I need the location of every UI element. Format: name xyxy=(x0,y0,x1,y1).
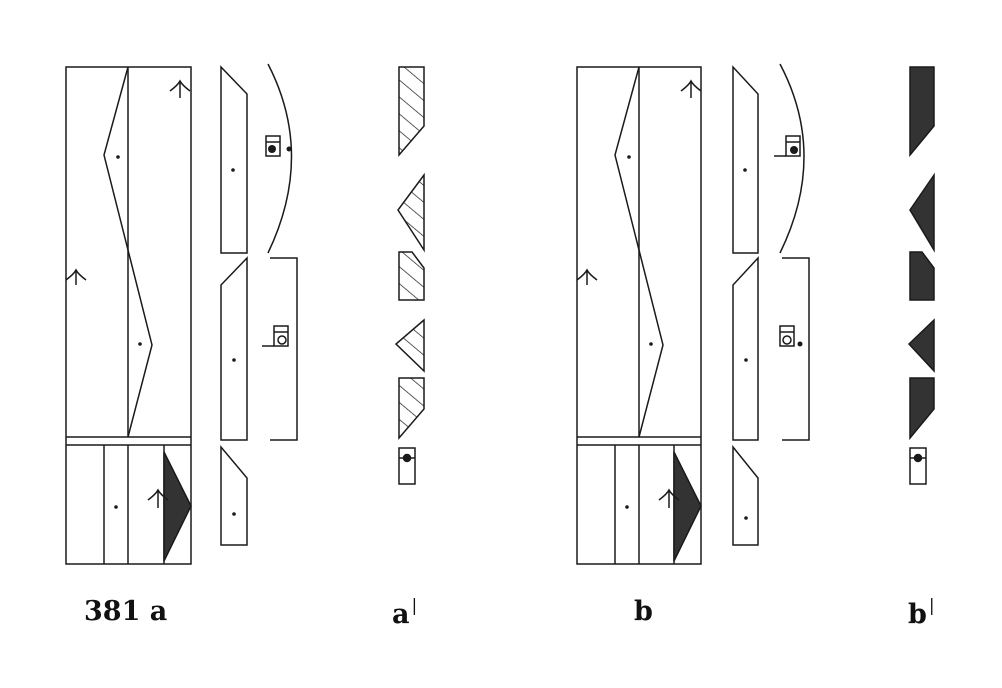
panel-b-prime-glyph xyxy=(909,447,927,485)
panel-381a-side xyxy=(220,63,298,546)
caption-a-prime-mark: | xyxy=(411,596,418,616)
panel-b-side-dots xyxy=(743,146,803,520)
caption-b-prime-text: b xyxy=(908,599,927,630)
caption-b-prime: b | xyxy=(908,596,935,630)
panel-b-prime-segments xyxy=(907,66,935,441)
panel-b-main xyxy=(576,66,702,565)
caption-b-text: b xyxy=(634,596,653,627)
caption-381a-text: 381 a xyxy=(84,596,168,627)
panel-a-prime-segments xyxy=(394,66,425,441)
caption-b: b xyxy=(634,596,653,627)
panel-381a-dots xyxy=(114,155,142,509)
panel-b-dots xyxy=(625,155,653,509)
caption-a-prime: a | xyxy=(392,596,417,630)
panel-b-side xyxy=(732,63,810,546)
caption-381a: 381 a xyxy=(84,596,167,627)
panel-381a-side-dots xyxy=(231,145,292,516)
caption-b-prime-mark: | xyxy=(928,596,935,616)
panel-381a-main xyxy=(65,66,192,565)
caption-a-prime-text: a xyxy=(392,599,410,630)
panel-a-prime-glyph xyxy=(398,447,416,485)
